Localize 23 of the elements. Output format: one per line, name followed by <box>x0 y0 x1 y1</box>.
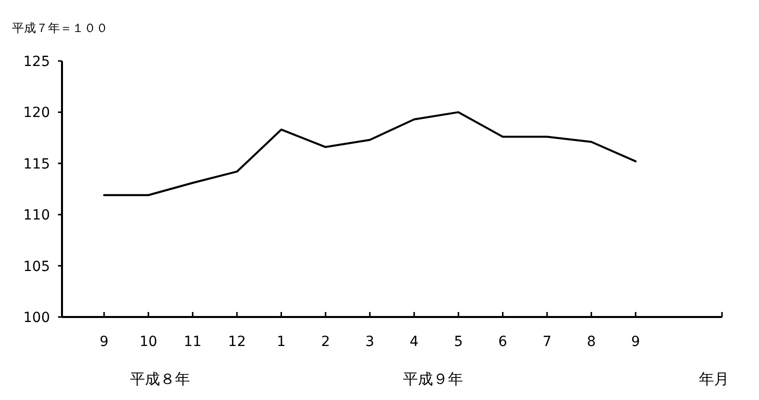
xtick: 11 <box>184 334 202 350</box>
ytick: 120 <box>23 105 50 122</box>
ytick: 100 <box>23 310 50 326</box>
xtick: 12 <box>228 334 246 350</box>
annotation: 平成８年 <box>130 370 190 388</box>
xtick: 8 <box>586 334 596 350</box>
xtick: 9 <box>100 334 109 350</box>
xtick: 10 <box>139 334 158 350</box>
xtick: 3 <box>365 334 374 350</box>
ytick: 125 <box>23 54 50 70</box>
xtick: 4 <box>410 334 419 350</box>
xtick: 7 <box>542 334 552 350</box>
xlabel: 年月 <box>699 370 729 388</box>
xtick: 5 <box>454 334 463 350</box>
xtick: 2 <box>321 334 330 350</box>
xtick: 9 <box>631 334 640 350</box>
ylabel: 平成７年＝１００ <box>12 21 108 35</box>
xtick: 1 <box>276 334 286 350</box>
ytick: 105 <box>23 258 50 275</box>
annotation: 平成９年 <box>403 370 464 388</box>
xtick: 6 <box>498 334 508 350</box>
ytick: 115 <box>23 156 50 172</box>
ytick: 110 <box>23 208 50 224</box>
